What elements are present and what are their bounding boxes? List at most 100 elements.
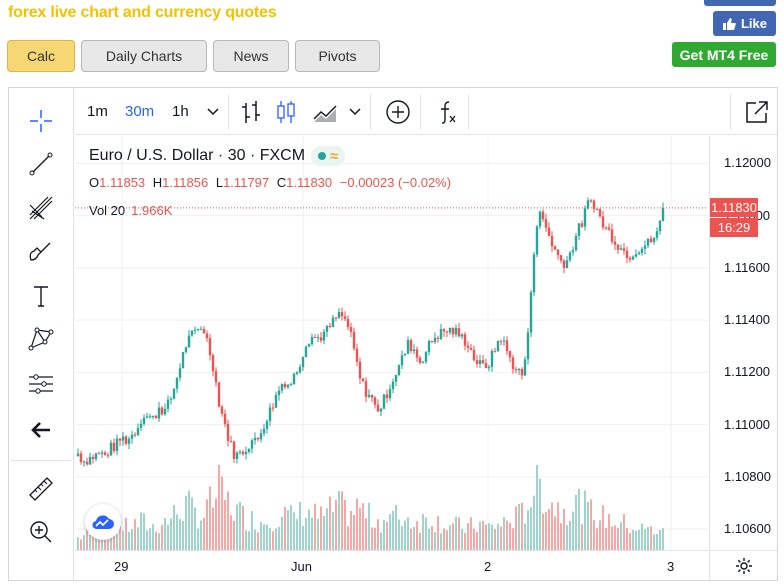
tab-news[interactable]: News [213,40,289,72]
volume-bar [413,527,415,550]
candle-body [268,407,272,422]
candle-body [466,345,470,348]
volume-bar [509,522,511,550]
candle-body [289,383,293,385]
market-status-badge[interactable]: ≈ [311,146,346,166]
chart-plot-area[interactable]: Euro / U.S. Dollar · 30 · FXCM ≈ O1.1185… [75,136,708,550]
volume-bar [368,502,370,550]
toolbar-divider [370,94,371,130]
like-button[interactable]: Like [713,11,776,36]
gear-icon[interactable] [709,550,777,580]
get-mt4-button[interactable]: Get MT4 Free [672,42,776,67]
volume-bar [488,523,490,550]
volume-bar [293,512,295,550]
candle-body [130,434,134,439]
candle-body [190,330,194,336]
ohlc-legend: O1.11853 H1.11856 L1.11797 C1.11830 −0.0… [89,175,451,190]
price-axis[interactable]: 1.120001.118001.116001.114001.112001.110… [709,136,777,550]
function-icon[interactable] [432,97,462,127]
candle-body [202,328,206,334]
candle-body [211,355,215,372]
popout-icon[interactable] [742,97,772,127]
candle-body [319,337,323,341]
volume-bar [662,528,664,550]
chevron-down-icon[interactable] [347,101,363,121]
tradingview-logo[interactable] [85,504,121,540]
volume-bar [377,519,379,550]
text-icon[interactable] [23,278,59,314]
open-key: O [89,175,100,190]
candle-body [232,441,236,459]
candle-body [172,388,176,399]
volume-bar [593,520,595,550]
chevron-down-icon[interactable] [205,101,221,121]
volume-bar [416,521,418,550]
chart-toolbar: 1m 30m 1h [75,88,777,135]
volume-bar [230,515,232,550]
volume-bar [227,491,229,550]
candle-body [433,337,437,342]
tab-daily-charts[interactable]: Daily Charts [81,40,207,72]
volume-bar [596,528,598,550]
volume-bar [362,503,364,550]
zoom-in-icon[interactable] [23,514,59,550]
candle-body [586,200,590,209]
pattern-icon[interactable] [23,321,59,357]
candle-body [472,349,476,361]
crosshair-icon[interactable] [23,103,59,139]
candle-body [250,440,254,449]
candle-body [511,357,515,370]
volume-bar [584,490,586,550]
candle-body [265,421,269,429]
volume-bar [443,528,445,550]
price-tick-label: 1.11000 [724,416,771,432]
volume-bar [95,538,97,550]
toolbar-divider [228,94,229,130]
candle-body [631,256,635,260]
volume-bar [626,527,628,550]
time-axis[interactable]: 29 Jun 2 3 [75,550,708,580]
candle-body [637,252,641,255]
brush-icon[interactable] [23,233,59,269]
volume-bar [245,530,247,550]
area-chart-icon[interactable] [311,97,341,127]
volume-bar [623,514,625,550]
volume-bar [425,517,427,550]
candle-body [376,404,380,412]
candle-body [550,236,554,247]
timeframe-30m[interactable]: 30m [125,103,155,120]
volume-bar [566,525,568,550]
candle-body [238,451,242,453]
candle-body [652,237,656,242]
candle-body [439,329,443,339]
add-indicator-icon[interactable] [383,97,413,127]
candlestick-icon[interactable] [271,97,301,127]
volume-legend: Vol 20 1.966K [89,203,172,218]
volume-bar [371,527,373,550]
volume-bar [80,539,82,550]
candle-body [139,423,143,428]
candle-body [235,452,239,459]
tab-pivots[interactable]: Pivots [295,40,380,72]
candle-body [571,250,575,253]
tab-calc[interactable]: Calc [7,40,75,72]
volume-bar [590,499,592,550]
ruler-icon[interactable] [23,471,59,507]
volume-bar [530,507,532,550]
volume-bar [200,520,202,550]
back-arrow-icon[interactable] [23,412,59,448]
volume-bar [473,528,475,550]
bar-chart-icon[interactable] [236,97,266,127]
timeframe-1h[interactable]: 1h [172,103,189,120]
volume-bar [170,518,172,550]
volume-bar [254,529,256,550]
candle-body [355,348,359,362]
trend-line-icon[interactable] [23,146,59,182]
candle-body [436,337,440,339]
fib-tool-icon[interactable] [23,190,59,226]
volume-bar [323,516,325,550]
candle-body [502,340,506,342]
timeframe-1m[interactable]: 1m [87,103,108,120]
measure-tool-icon[interactable] [23,366,59,402]
candle-body [229,440,233,442]
